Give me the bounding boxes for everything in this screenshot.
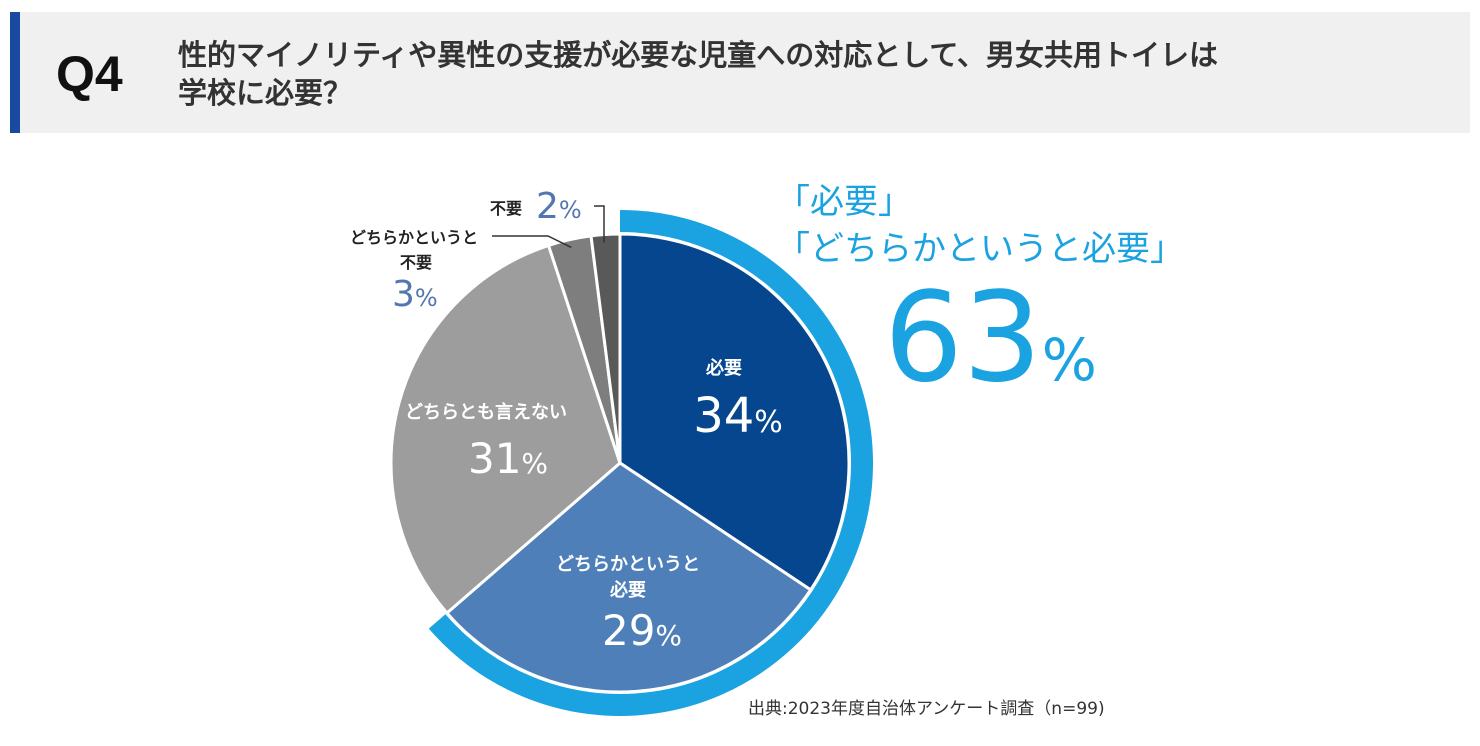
- label-rather-no-1: どちらかというと: [350, 228, 478, 247]
- value-need: 34%: [693, 388, 783, 444]
- pct-sign: %: [559, 196, 582, 224]
- header-accent-bar: [10, 12, 20, 133]
- question-header: Q4 性的マイノリティや異性の支援が必要な児童への対応として、男女共用トイレは …: [10, 12, 1470, 133]
- value-neutral-number: 31: [468, 434, 521, 483]
- question-text: 性的マイノリティや異性の支援が必要な児童への対応として、男女共用トイレは 学校に…: [178, 38, 1218, 110]
- leader-line-rather-no: [492, 235, 572, 249]
- leader-line-no: [594, 205, 605, 243]
- leader-lines: [492, 205, 605, 249]
- label-rather-need-2: 必要: [609, 579, 646, 601]
- value-rather-need: 29%: [602, 606, 682, 655]
- highlight-label-2: 「どちらかというと必要」: [776, 229, 1184, 269]
- highlight-label-1: 「必要」: [776, 182, 912, 222]
- pct-sign: %: [415, 284, 438, 312]
- highlight-pct-sign: %: [1042, 326, 1097, 394]
- pie-slice-2: [445, 461, 813, 694]
- pie-slice-5: [589, 232, 622, 465]
- highlight-value: 63%: [884, 266, 1097, 410]
- source-note: 出典:2023年度自治体アンケート調査（n=99): [748, 699, 1105, 719]
- label-neutral: どちらとも言えない: [405, 401, 567, 423]
- pie-slice-3: [389, 243, 622, 615]
- value-need-number: 34: [693, 388, 754, 444]
- label-need: 必要: [705, 357, 742, 379]
- value-rather-no: 3%: [392, 274, 438, 315]
- highlight-value-number: 63: [884, 266, 1042, 410]
- pct-sign: %: [655, 619, 682, 652]
- value-neutral: 31%: [468, 434, 548, 483]
- value-rather-no-number: 3: [392, 274, 415, 315]
- question-number: Q4: [56, 46, 123, 102]
- label-rather-need-1: どちらかというと: [556, 554, 700, 575]
- pct-sign: %: [521, 447, 548, 480]
- label-rather-no-2: 不要: [400, 253, 432, 272]
- value-no-number: 2: [536, 186, 559, 227]
- value-no: 2%: [536, 186, 582, 227]
- value-rather-need-number: 29: [602, 606, 655, 655]
- highlight-arc: [428, 210, 873, 716]
- pct-sign: %: [754, 405, 783, 440]
- label-no: 不要: [490, 199, 522, 218]
